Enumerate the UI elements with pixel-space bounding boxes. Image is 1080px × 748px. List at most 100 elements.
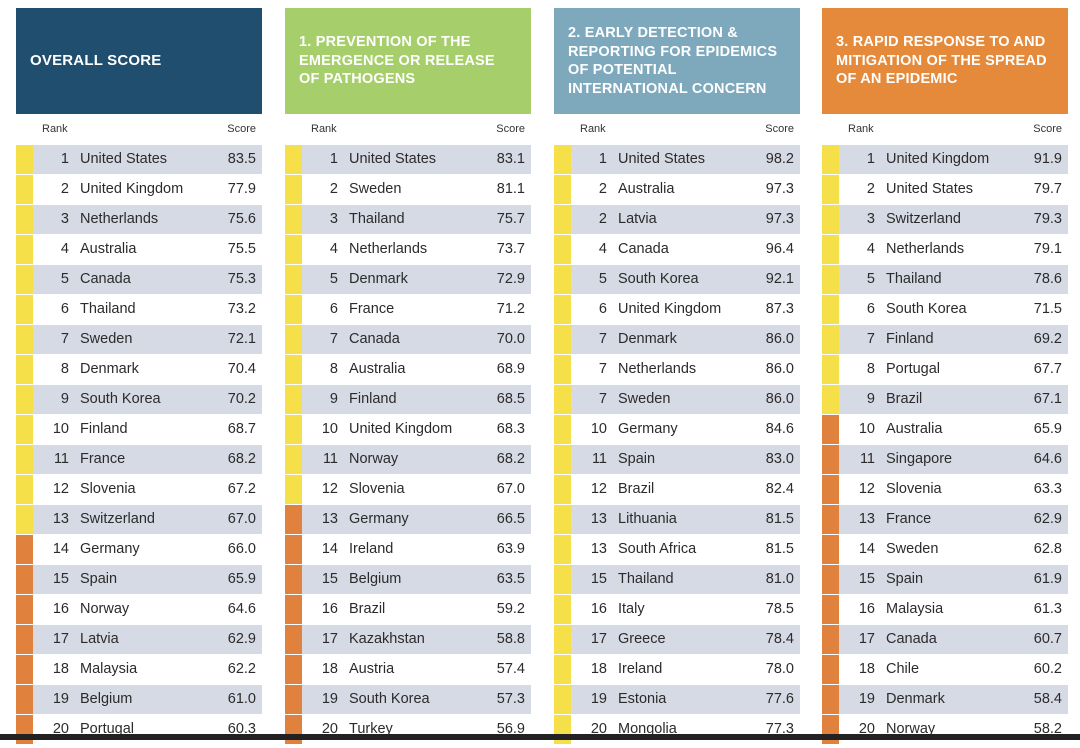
- table-row: 12 Brazil 82.4: [554, 474, 800, 504]
- score-value: 86.0: [765, 331, 794, 347]
- rank-value: 4: [60, 241, 69, 257]
- row-background: [571, 175, 800, 204]
- country-name: Sweden: [886, 541, 939, 557]
- table-row: 19 Denmark 58.4: [822, 684, 1068, 714]
- table-row: 19 South Korea 57.3: [285, 684, 531, 714]
- tier-marker: [16, 175, 33, 204]
- score-value: 70.4: [227, 361, 256, 377]
- row-background: [839, 265, 1068, 294]
- row-background: [839, 595, 1068, 624]
- tier-marker: [554, 595, 571, 624]
- rank-value: 4: [329, 241, 338, 257]
- score-value: 79.1: [1033, 241, 1062, 257]
- rank-value: 12: [321, 481, 338, 497]
- row-background: [571, 625, 800, 654]
- row-background: [302, 355, 531, 384]
- tier-marker: [16, 685, 33, 714]
- country-name: Denmark: [349, 271, 408, 287]
- rank-value: 8: [60, 361, 69, 377]
- tier-marker: [285, 475, 302, 504]
- score-value: 68.2: [496, 451, 525, 467]
- score-value: 58.2: [1033, 721, 1062, 737]
- rank-value: 7: [329, 331, 338, 347]
- rank-value: 19: [321, 691, 338, 707]
- rank-value: 10: [52, 421, 69, 437]
- country-name: Spain: [886, 571, 924, 587]
- country-name: Australia: [886, 421, 943, 437]
- country-name: Canada: [80, 271, 131, 287]
- score-value: 67.0: [496, 481, 525, 497]
- tier-marker: [822, 565, 839, 594]
- row-background: [571, 445, 800, 474]
- ranking-table: 1 United Kingdom 91.9 2 United States 79.7 3 Sw…: [822, 144, 1068, 744]
- tier-marker: [16, 475, 33, 504]
- score-value: 62.8: [1033, 541, 1062, 557]
- rank-value: 2: [866, 181, 875, 197]
- row-background: [571, 505, 800, 534]
- rank-value: 12: [590, 481, 607, 497]
- row-background: [302, 145, 531, 174]
- country-name: Canada: [349, 331, 400, 347]
- tier-marker: [16, 445, 33, 474]
- table-row: 18 Chile 60.2: [822, 654, 1068, 684]
- rank-value: 7: [598, 391, 607, 407]
- score-value: 81.0: [765, 571, 794, 587]
- tier-marker: [822, 445, 839, 474]
- rank-value: 15: [590, 571, 607, 587]
- row-background: [839, 235, 1068, 264]
- panel-header: 1. PREVENTION OF THE EMERGENCE OR RELEAS…: [285, 8, 531, 114]
- table-row: 16 Brazil 59.2: [285, 594, 531, 624]
- country-name: United Kingdom: [80, 181, 184, 197]
- country-name: Latvia: [80, 631, 119, 647]
- tier-marker: [554, 655, 571, 684]
- country-name: Canada: [886, 631, 937, 647]
- table-row: 18 Ireland 78.0: [554, 654, 800, 684]
- bottom-edge-bar: [0, 734, 1080, 740]
- score-value: 62.9: [1033, 511, 1062, 527]
- score-value: 56.9: [496, 721, 525, 737]
- rank-value: 6: [60, 301, 69, 317]
- tier-marker: [16, 505, 33, 534]
- country-name: Germany: [80, 541, 140, 557]
- score-value: 69.2: [1033, 331, 1062, 347]
- rank-column-header: Rank: [848, 123, 874, 135]
- country-name: Turkey: [349, 721, 393, 737]
- row-background: [571, 535, 800, 564]
- table-row: 1 United States 83.1: [285, 144, 531, 174]
- country-name: United States: [618, 151, 706, 167]
- tier-marker: [285, 295, 302, 324]
- score-column-header: Score: [765, 123, 794, 135]
- table-row: 3 Thailand 75.7: [285, 204, 531, 234]
- score-value: 87.3: [765, 301, 794, 317]
- tier-marker: [822, 145, 839, 174]
- score-value: 75.3: [227, 271, 256, 287]
- row-background: [33, 325, 262, 354]
- rank-value: 9: [329, 391, 338, 407]
- table-row: 15 Spain 61.9: [822, 564, 1068, 594]
- row-background: [302, 175, 531, 204]
- rank-value: 10: [858, 421, 875, 437]
- table-row: 9 Brazil 67.1: [822, 384, 1068, 414]
- tier-marker: [822, 535, 839, 564]
- score-value: 68.5: [496, 391, 525, 407]
- table-row: 8 Australia 68.9: [285, 354, 531, 384]
- score-value: 75.6: [227, 211, 256, 227]
- rank-value: 10: [590, 421, 607, 437]
- score-value: 64.6: [1033, 451, 1062, 467]
- country-name: Belgium: [80, 691, 133, 707]
- row-background: [33, 655, 262, 684]
- row-background: [302, 445, 531, 474]
- table-row: 10 United Kingdom 68.3: [285, 414, 531, 444]
- rank-value: 7: [60, 331, 69, 347]
- rank-value: 18: [52, 661, 69, 677]
- table-row: 6 South Korea 71.5: [822, 294, 1068, 324]
- tier-marker: [285, 595, 302, 624]
- country-name: Chile: [886, 661, 920, 677]
- score-value: 63.9: [496, 541, 525, 557]
- table-row: 17 Canada 60.7: [822, 624, 1068, 654]
- country-name: Finland: [349, 391, 397, 407]
- score-value: 81.5: [765, 511, 794, 527]
- rank-value: 13: [321, 511, 338, 527]
- row-background: [839, 625, 1068, 654]
- row-background: [839, 655, 1068, 684]
